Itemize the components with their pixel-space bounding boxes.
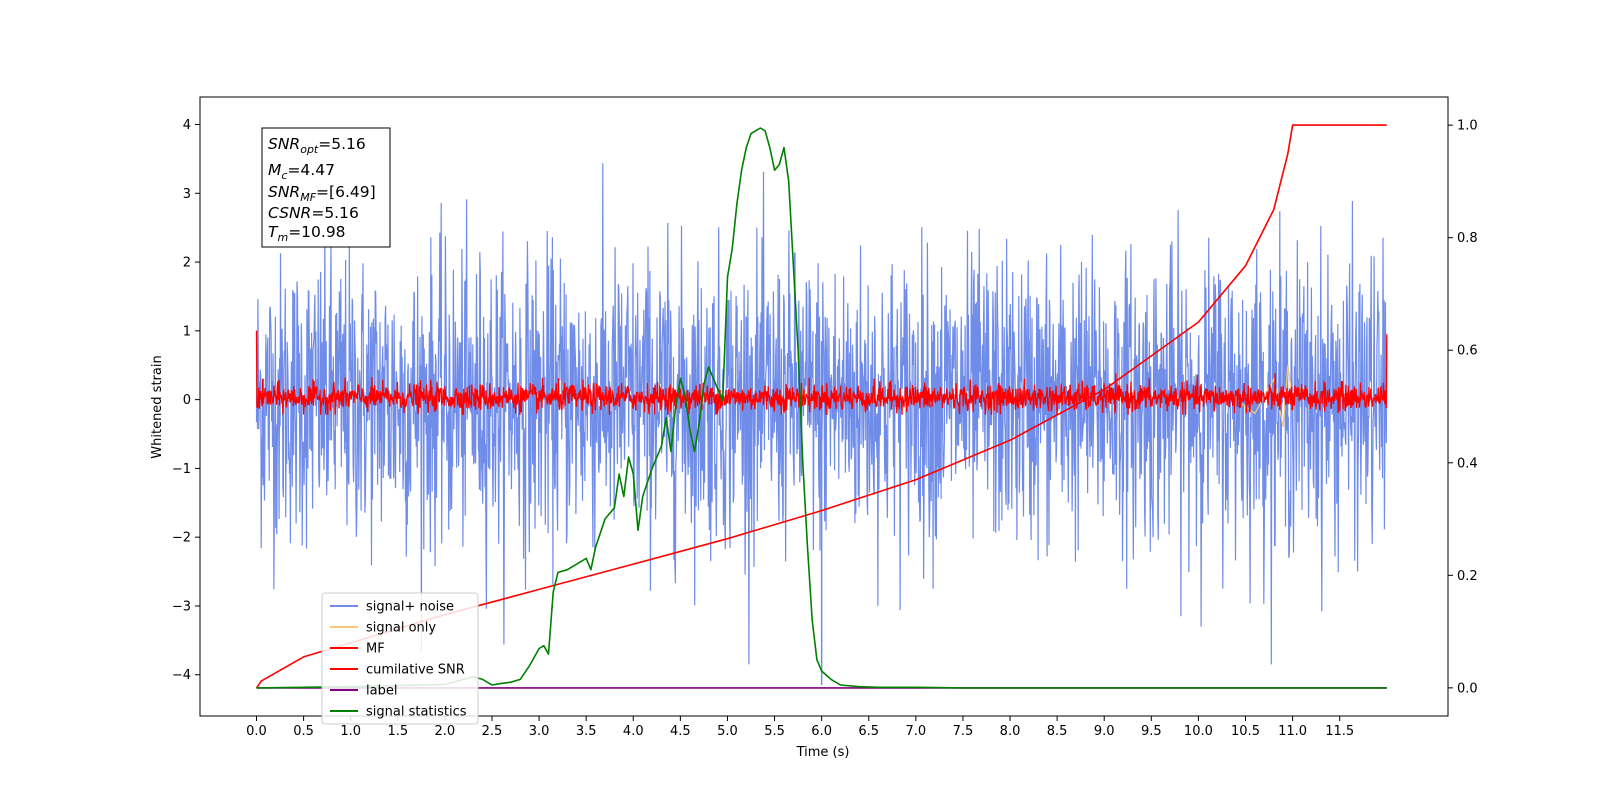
x-tick-label: 3.5 [576, 724, 597, 739]
y2-tick-label: 1.0 [1457, 119, 1478, 134]
y-axis-label: Whitened strain [150, 355, 165, 458]
x-axis: 0.0 0.5 1.0 1.5 2.0 2.5 3.0 3.5 4.0 4.5 5.0 5.5 6.0 6… [246, 716, 1354, 739]
y-tick-label: −4 [172, 668, 191, 683]
legend-entries: signal+ noise signal only MF cumilative SNR… [330, 600, 467, 720]
x-tick-label: 11.5 [1325, 724, 1354, 739]
y-tick-label: 3 [183, 187, 191, 202]
x-tick-label: 9.0 [1094, 724, 1115, 739]
x-tick-label: 1.5 [387, 724, 408, 739]
stats-box-frame [261, 127, 391, 248]
x-tick-label: 5.5 [764, 724, 785, 739]
stat-tm-value: =10.98 [288, 223, 345, 241]
stat-snr-opt-sub: opt [300, 143, 319, 156]
stat-mc-main: M [268, 161, 281, 179]
legend-frame [321, 592, 479, 725]
axes-frame [199, 96, 1449, 717]
y2-tick-label: 0.6 [1457, 344, 1478, 359]
stat-snr-mf: SNRMF=[6.49] [268, 183, 376, 204]
x-tick-label: 2.5 [482, 724, 503, 739]
stat-mc-value: =4.47 [287, 161, 335, 179]
x-tick-label: 7.5 [953, 724, 974, 739]
legend: signal+ noise signal only MF cumilative SNR… [321, 592, 479, 725]
y-tick-label: 0 [183, 393, 191, 408]
y2-tick-label: 0.0 [1457, 681, 1478, 696]
stat-mc-sub: c [281, 169, 287, 182]
y-axis-left: 4 3 2 1 0 −1 −2 −3 −4 [172, 118, 200, 683]
stat-csnr-main: CSNR [268, 204, 311, 222]
x-tick-label: 8.5 [1047, 724, 1068, 739]
y-tick-label: −1 [172, 462, 191, 477]
stat-snr-opt-main: SNR [268, 135, 300, 153]
y2-tick-label: 0.2 [1457, 569, 1478, 584]
x-tick-label: 0.5 [293, 724, 314, 739]
y-tick-label: 4 [183, 118, 191, 133]
y-tick-label: −3 [172, 599, 191, 614]
x-tick-label: 10.0 [1184, 724, 1213, 739]
stat-tm: Tm=10.98 [268, 223, 346, 244]
y-axis-right: 1.0 0.8 0.6 0.4 0.2 0.0 [1448, 119, 1478, 696]
x-tick-label: 8.0 [1000, 724, 1021, 739]
x-tick-label: 7.0 [905, 724, 926, 739]
x-tick-label: 6.0 [811, 724, 832, 739]
y-tick-label: −2 [172, 531, 191, 546]
stat-csnr-value: =5.16 [311, 204, 359, 222]
x-axis-label: Time (s) [796, 745, 850, 760]
stat-csnr: CSNR=5.16 [268, 204, 359, 222]
legend-label: signal only [366, 621, 436, 636]
stat-snr-mf-value: =[6.49] [316, 183, 376, 201]
x-tick-label: 4.5 [670, 724, 691, 739]
plot-area [255, 124, 1388, 689]
legend-label: label [366, 684, 397, 699]
stat-snr-opt: SNRopt=5.16 [268, 135, 366, 156]
legend-label: signal+ noise [366, 600, 454, 615]
stat-snr-mf-main: SNR [268, 183, 300, 201]
y2-tick-label: 0.4 [1457, 456, 1478, 471]
stat-tm-main: T [268, 223, 279, 241]
x-tick-label: 6.5 [858, 724, 879, 739]
y-tick-label: 1 [183, 324, 191, 339]
x-tick-label: 10.5 [1231, 724, 1260, 739]
legend-label: MF [366, 642, 385, 657]
x-tick-label: 5.0 [717, 724, 738, 739]
x-tick-label: 2.0 [435, 724, 456, 739]
stat-snr-opt-value: =5.16 [318, 135, 366, 153]
stat-tm-sub: m [277, 231, 288, 244]
x-tick-label: 0.0 [246, 724, 267, 739]
x-tick-label: 4.0 [623, 724, 644, 739]
stat-snr-mf-sub: MF [300, 191, 316, 204]
x-tick-label: 9.5 [1141, 724, 1162, 739]
legend-label: signal statistics [366, 705, 467, 720]
legend-label: cumilative SNR [366, 663, 465, 678]
y2-tick-label: 0.8 [1457, 231, 1478, 246]
x-tick-label: 3.0 [529, 724, 550, 739]
x-tick-label: 1.0 [340, 724, 361, 739]
y-tick-label: 2 [183, 256, 191, 271]
stats-box: SNRopt=5.16 Mc=4.47 SNRMF=[6.49] CSNR=5.… [261, 127, 391, 248]
series-line-mf [255, 330, 1388, 415]
x-tick-label: 11.0 [1278, 724, 1307, 739]
series-line-signal-statistics [256, 127, 1387, 689]
stat-mc: Mc=4.47 [268, 161, 335, 182]
